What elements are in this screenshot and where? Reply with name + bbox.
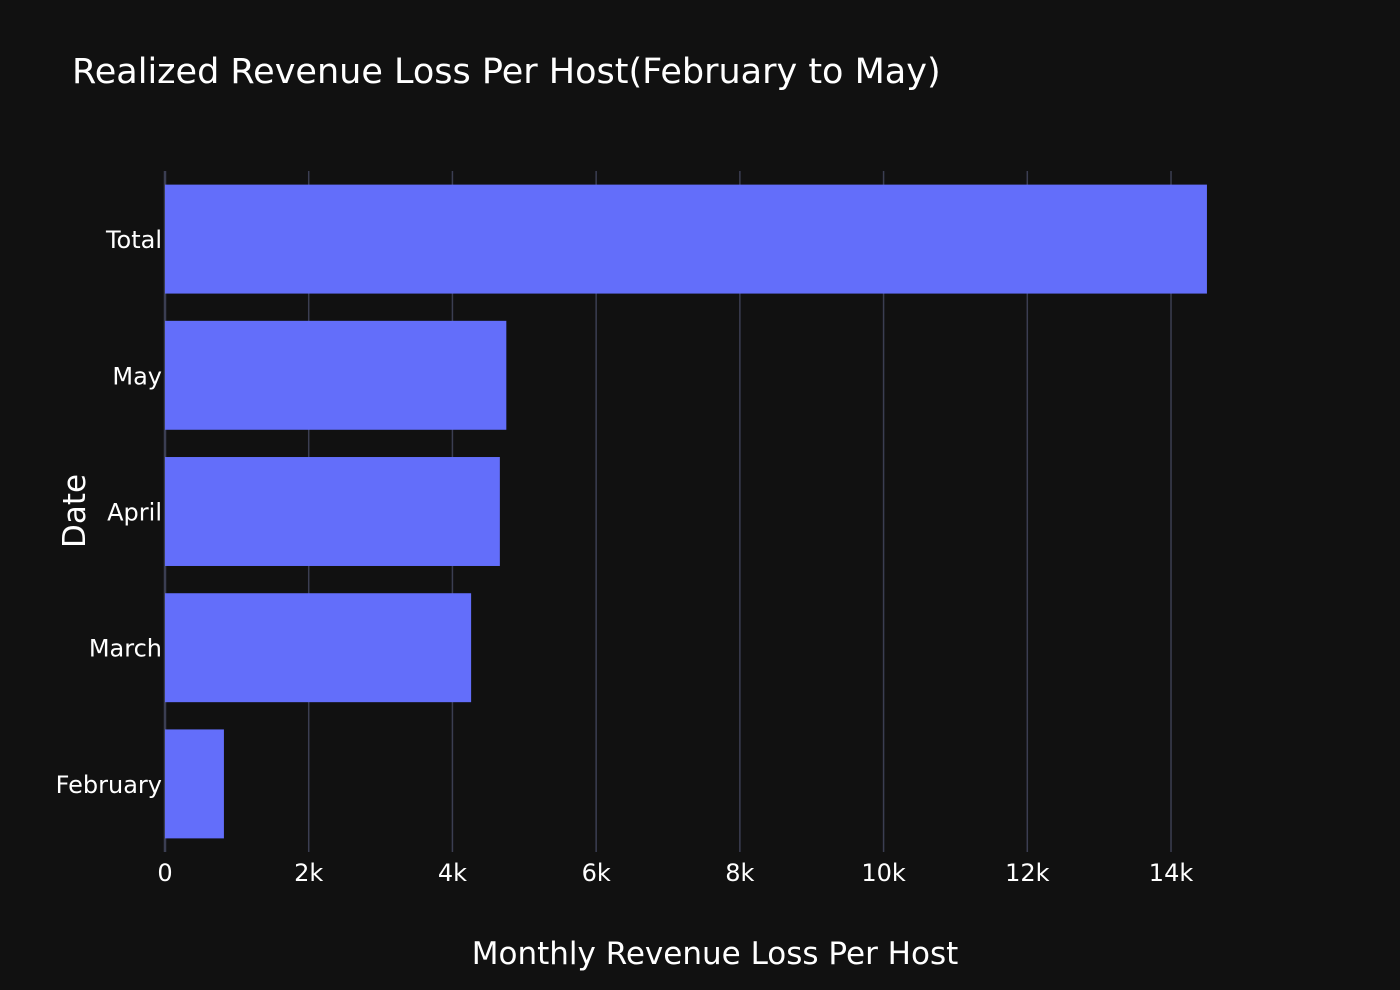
x-axis-title: Monthly Revenue Loss Per Host bbox=[472, 936, 959, 972]
x-tick-label: 10k bbox=[861, 859, 906, 887]
bar-february[interactable] bbox=[165, 729, 224, 839]
bar-april[interactable] bbox=[165, 457, 500, 566]
bar-march[interactable] bbox=[165, 593, 472, 703]
y-axis-title: Date bbox=[57, 474, 93, 548]
y-tick-labels: February March April May Total bbox=[56, 226, 162, 799]
bar-total[interactable] bbox=[165, 184, 1207, 294]
y-tick-label-april: April bbox=[107, 499, 162, 527]
chart-title: Realized Revenue Loss Per Host(February … bbox=[72, 52, 941, 92]
bars bbox=[165, 184, 1207, 839]
x-tick-labels: 0 2k 4k 6k 8k 10k 12k 14k bbox=[157, 859, 1193, 887]
x-tick-label: 4k bbox=[438, 859, 467, 887]
x-tick-label: 14k bbox=[1149, 859, 1194, 887]
x-tick-label: 12k bbox=[1005, 859, 1050, 887]
y-tick-label-may: May bbox=[112, 362, 162, 390]
y-tick-label-february: February bbox=[56, 771, 162, 799]
x-tick-label: 0 bbox=[157, 859, 172, 887]
x-tick-label: 8k bbox=[725, 859, 754, 887]
y-tick-label-total: Total bbox=[105, 226, 162, 254]
x-tick-label: 2k bbox=[294, 859, 323, 887]
y-tick-label-march: March bbox=[89, 635, 162, 663]
bar-may[interactable] bbox=[165, 320, 507, 430]
x-tick-label: 6k bbox=[582, 859, 611, 887]
